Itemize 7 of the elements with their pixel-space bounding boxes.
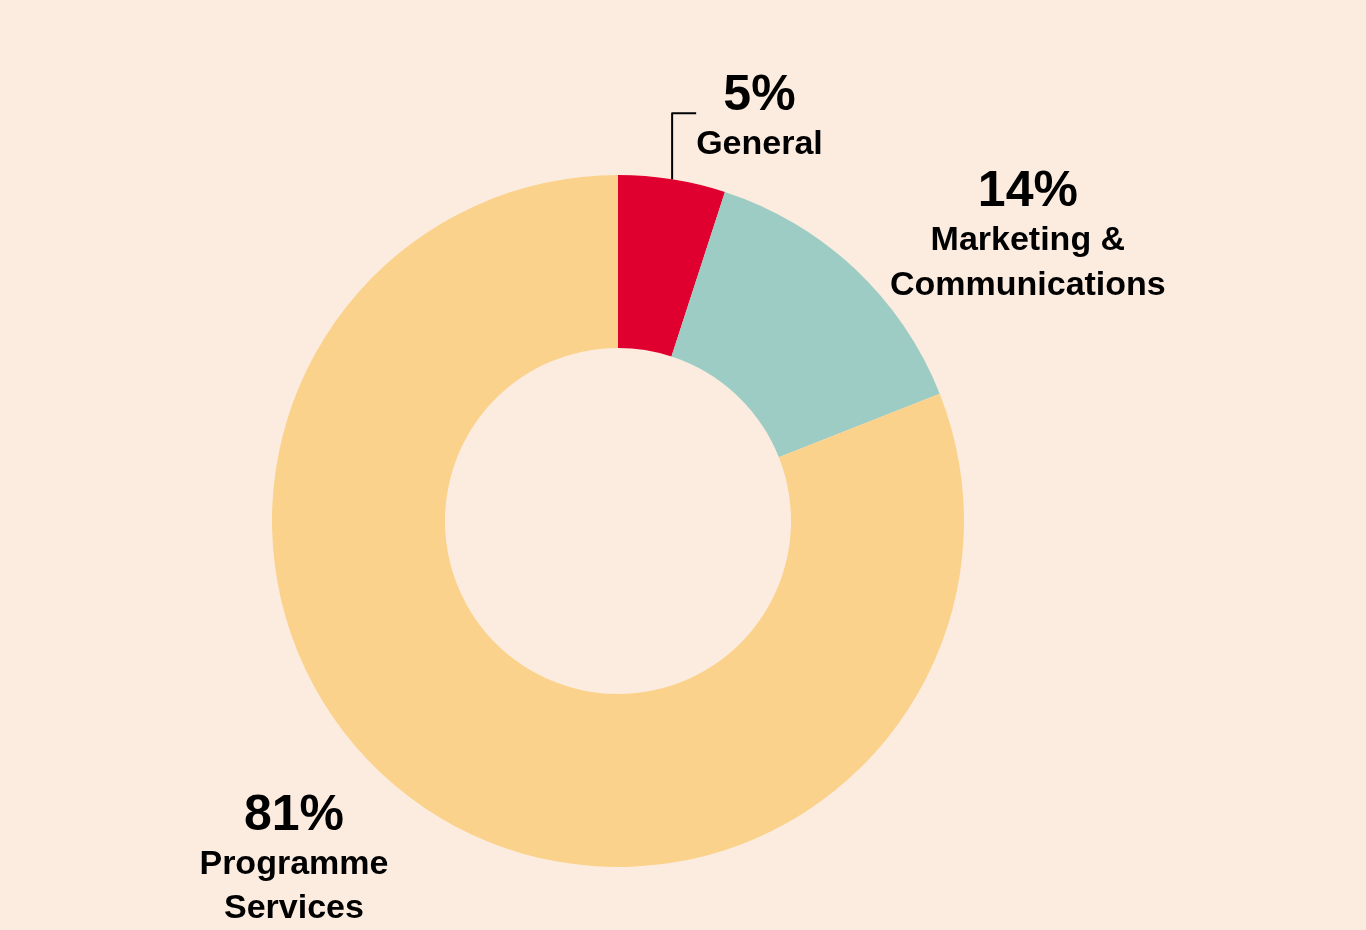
- data-label: 5%: [723, 65, 796, 122]
- slice-label: Marketing & Communications: [889, 219, 1166, 302]
- data-label: 14%: [977, 161, 1078, 218]
- donut-slice: [618, 175, 725, 357]
- slice-label: Programme Services: [199, 843, 389, 926]
- slice-label: General: [696, 123, 823, 162]
- data-label: 81%: [243, 784, 344, 841]
